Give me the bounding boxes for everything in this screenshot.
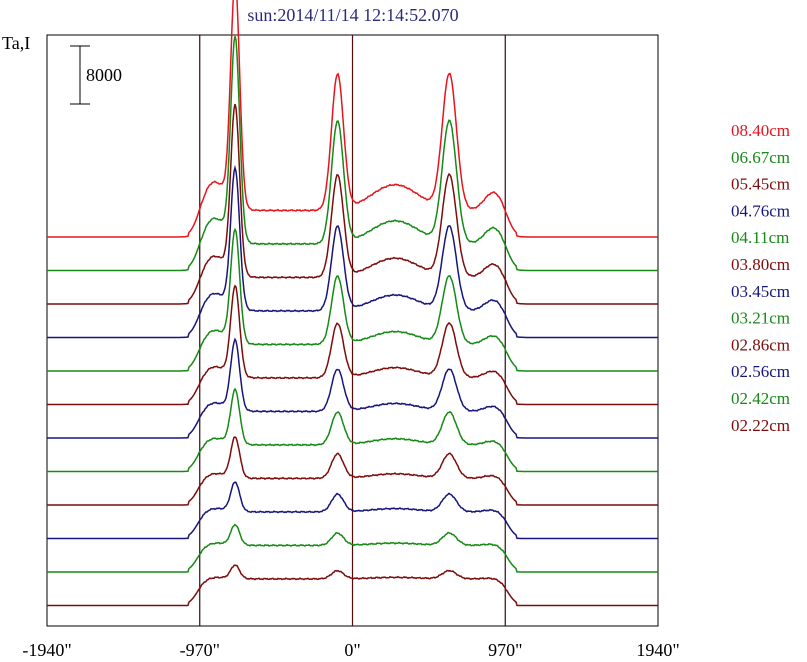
x-tick-label: -970"	[180, 640, 220, 660]
x-tick-label: 970"	[488, 640, 522, 660]
series-line-04.76cm	[47, 164, 658, 339]
series-line-02.42cm	[47, 523, 658, 573]
series-line-03.80cm	[47, 284, 658, 406]
legend-item: 04.11cm	[731, 228, 789, 247]
series-line-04.11cm	[47, 227, 658, 372]
legend-item: 06.67cm	[731, 148, 790, 167]
legend-item: 05.45cm	[731, 175, 790, 194]
legend-item: 08.40cm	[731, 121, 790, 140]
series-lines	[47, 0, 658, 607]
series-line-05.45cm	[47, 103, 658, 305]
legend: 08.40cm 06.67cm 05.45cm 04.76cm 04.11cm 03.80…	[731, 121, 790, 435]
chart-title: sun:2014/11/14 12:14:52.070	[247, 5, 458, 25]
series-line-02.56cm	[47, 481, 658, 540]
legend-item: 02.22cm	[731, 416, 790, 435]
scale-bar-label: 8000	[86, 65, 122, 85]
reference-lines	[199, 35, 506, 626]
legend-item: 02.56cm	[731, 362, 790, 381]
series-line-02.22cm	[47, 564, 658, 607]
x-tick-label: -1940"	[22, 640, 71, 660]
series-line-08.40cm	[47, 0, 658, 238]
legend-item: 03.45cm	[731, 282, 790, 301]
series-line-03.21cm	[47, 387, 658, 473]
legend-item: 02.86cm	[731, 335, 790, 354]
scale-bar: 8000	[70, 45, 122, 105]
x-tick-label: 0"	[344, 640, 360, 660]
legend-item: 03.21cm	[731, 309, 790, 328]
series-line-02.86cm	[47, 436, 658, 506]
x-tick-label: 1940"	[636, 640, 679, 660]
x-tick-labels: -1940" -970" 0" 970" 1940"	[22, 640, 679, 660]
legend-item: 04.76cm	[731, 201, 790, 220]
legend-item: 02.42cm	[731, 389, 790, 408]
series-line-03.45cm	[47, 337, 658, 439]
series-line-06.67cm	[47, 36, 658, 272]
legend-item: 03.80cm	[731, 255, 790, 274]
y-axis-label: Ta,I	[2, 33, 30, 53]
